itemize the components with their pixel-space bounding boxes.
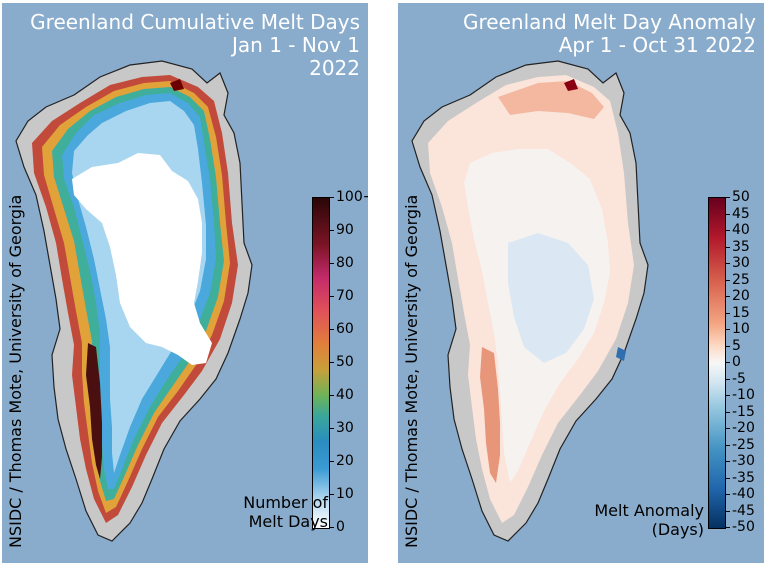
anomaly-positive-north xyxy=(498,81,604,119)
colorbar-tickmark xyxy=(726,230,730,231)
colorbar-tick-label: 25 xyxy=(732,271,750,288)
colorbar-tick-label: 50 xyxy=(732,189,750,205)
colorbar-tickmark xyxy=(726,362,730,363)
colorbar-tick-label: 15 xyxy=(732,304,750,321)
anomaly-colorbar xyxy=(708,197,726,529)
colorbar-tickmark xyxy=(726,345,730,347)
colorbar-tick-label: 45 xyxy=(732,205,750,222)
melt-none-zone xyxy=(72,153,212,365)
colorbar-tick-label: 10 xyxy=(336,486,354,502)
colorbar-tickmark xyxy=(330,197,334,198)
colorbar-tick-label: -15 xyxy=(732,403,755,420)
colorbar-tick-label: 5 xyxy=(732,337,741,354)
cumulative-melt-map xyxy=(15,60,253,542)
colorbar-tick-label: 20 xyxy=(732,288,750,304)
colorbar-tickmark xyxy=(726,428,730,429)
melt-hotspot-southwest xyxy=(86,343,102,479)
colorbar-tickmark xyxy=(726,444,730,446)
map-credit: NSIDC / Thomas Mote, University of Georg… xyxy=(402,194,421,548)
melt-days-colorbar xyxy=(312,197,330,529)
title-line-2: Jan 1 - Nov 1 xyxy=(232,33,360,57)
anomaly-negative-patch xyxy=(508,233,594,363)
colorbar-tick-label: 30 xyxy=(336,420,354,436)
colorbar-tickmark xyxy=(330,395,334,396)
colorbar-tick-label: 50 xyxy=(336,354,354,370)
colorbar-tickmark xyxy=(726,378,730,380)
colorbar-tickmark xyxy=(726,477,730,479)
colorbar-label-line-1: Number of xyxy=(243,493,328,512)
anomaly-positive-southwest xyxy=(480,347,500,483)
colorbar-tickmark xyxy=(726,279,730,281)
colorbar-label-line-2: Melt Days xyxy=(248,512,328,531)
melt-days-colorbar-label: Number of Melt Days xyxy=(243,493,328,531)
colorbar-tickmark xyxy=(726,197,730,198)
colorbar-tickmark xyxy=(726,296,730,297)
colorbar-tickmark xyxy=(330,263,334,264)
colorbar-tick-label: 40 xyxy=(336,387,354,403)
colorbar-label-line-2: (Days) xyxy=(651,520,704,539)
colorbar-tick-label: 40 xyxy=(732,222,750,238)
colorbar-tickmark xyxy=(726,411,730,413)
colorbar-tick-label: -20 xyxy=(732,420,755,436)
colorbar-tick-label: -10 xyxy=(732,387,755,403)
colorbar-tick-label: -50 xyxy=(732,519,755,535)
colorbar-tick-label: -45 xyxy=(732,502,755,519)
colorbar-tick-label: -40 xyxy=(732,486,755,502)
title-line-1: Greenland Cumulative Melt Days xyxy=(30,10,360,34)
colorbar-tick-label: 80 xyxy=(336,255,354,271)
colorbar-tickmark xyxy=(726,527,730,528)
colorbar-tickmark xyxy=(726,395,730,396)
title-line-3: 2022 xyxy=(309,56,360,80)
colorbar-tickmark xyxy=(726,329,730,330)
colorbar-tick-label: 10 xyxy=(732,321,750,337)
colorbar-tick-label: 100+ xyxy=(336,189,368,205)
title-line-1: Greenland Melt Day Anomaly xyxy=(463,10,756,34)
anomaly-cold-east xyxy=(616,347,626,361)
colorbar-tick-label: 0 xyxy=(336,519,345,535)
colorbar-tickmark xyxy=(330,329,334,330)
colorbar-label-line-1: Melt Anomaly xyxy=(594,501,704,520)
colorbar-tick-label: 0 xyxy=(732,354,741,370)
anomaly-colorbar-label: Melt Anomaly (Days) xyxy=(594,501,704,539)
colorbar-tickmark xyxy=(330,428,334,429)
anomaly-hotspot-north xyxy=(564,79,578,91)
colorbar-tickmark xyxy=(330,296,334,297)
colorbar-tickmark xyxy=(726,246,730,248)
colorbar-tickmark xyxy=(330,362,334,363)
colorbar-tick-label: -25 xyxy=(732,436,755,453)
colorbar-tick-label: 30 xyxy=(732,255,750,271)
colorbar-tickmark xyxy=(330,494,334,495)
anomaly-map-title: Greenland Melt Day Anomaly Apr 1 - Oct 3… xyxy=(463,11,756,57)
cumulative-map-title: Greenland Cumulative Melt Days Jan 1 - N… xyxy=(30,11,360,80)
colorbar-tickmark xyxy=(330,461,334,462)
colorbar-tick-label: -30 xyxy=(732,453,755,469)
melt-anomaly-map-panel: Greenland Melt Day Anomaly Apr 1 - Oct 3… xyxy=(398,3,764,563)
title-line-2: Apr 1 - Oct 31 2022 xyxy=(558,33,756,57)
colorbar-tick-label: 60 xyxy=(336,321,354,337)
colorbar-tick-label: -5 xyxy=(732,370,746,387)
cumulative-melt-map-panel: Greenland Cumulative Melt Days Jan 1 - N… xyxy=(2,3,368,563)
colorbar-tickmark xyxy=(726,461,730,462)
colorbar-tick-label: 20 xyxy=(336,453,354,469)
colorbar-tick-label: 70 xyxy=(336,288,354,304)
colorbar-tick-label: 35 xyxy=(732,238,750,255)
melt-anomaly-map xyxy=(411,60,649,542)
map-credit: NSIDC / Thomas Mote, University of Georg… xyxy=(6,194,25,548)
melt-hotspot-north xyxy=(170,79,184,91)
colorbar-tickmark xyxy=(726,494,730,495)
colorbar-tickmark xyxy=(726,312,730,314)
colorbar-tick-label: 90 xyxy=(336,222,354,238)
colorbar-tickmark xyxy=(726,510,730,512)
colorbar-tickmark xyxy=(726,213,730,215)
colorbar-tick-label: -35 xyxy=(732,469,755,486)
colorbar-tickmark xyxy=(726,263,730,264)
colorbar-tickmark xyxy=(330,230,334,231)
colorbar-tickmark xyxy=(330,527,334,528)
